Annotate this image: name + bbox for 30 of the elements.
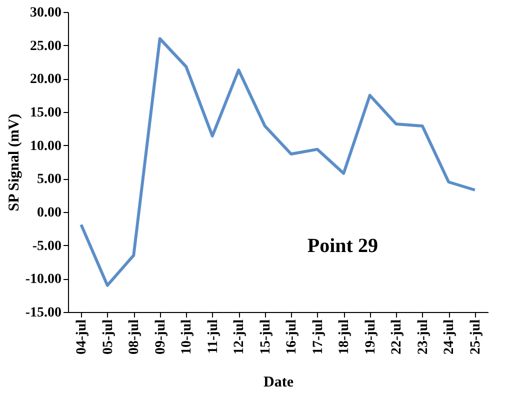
y-tick-label: 5.00 [37,172,62,188]
y-tick-label: 15.00 [30,106,62,120]
line-series [80,37,476,287]
y-tick-label: -10.00 [25,272,62,288]
annotation: Point 29 [307,235,378,257]
x-tick-label: 18-jul [337,319,352,354]
x-tick-label: 23-jul [416,319,431,354]
x-tick-label: 17-jul [310,319,326,354]
x-axis-title: Date [264,374,294,390]
y-tick-label: 0.00 [37,206,62,220]
y-axis-title: SP Signal (mV) [6,114,22,212]
x-tick-label: 10-jul [180,319,195,354]
x-tick-label: 24-jul [442,319,458,354]
x-tick-label: 09-jul [153,319,168,354]
x-tick-label: 19-jul [363,319,378,354]
x-tick-label: 25-jul [468,319,484,354]
y-tick-label: 30.00 [30,6,62,20]
x-tick-label: 12-jul [232,319,248,354]
y-tick-label: 25.00 [30,38,62,54]
x-tick-label: 16-jul [284,319,300,354]
x-tick-label: 05-jul [100,319,116,354]
y-tick-label: 10.00 [30,138,62,154]
x-tick-label: 04-jul [74,319,90,354]
x-tick-label: 22-jul [390,319,405,354]
y-tick-label: -15.00 [25,306,62,320]
x-tick-label: 15-jul [258,319,274,354]
x-tick-label: 08-jul [127,319,142,354]
x-tick-label: 11-jul [206,319,221,354]
y-tick-label: -5.00 [32,238,62,254]
y-tick-label: 20.00 [30,72,62,88]
